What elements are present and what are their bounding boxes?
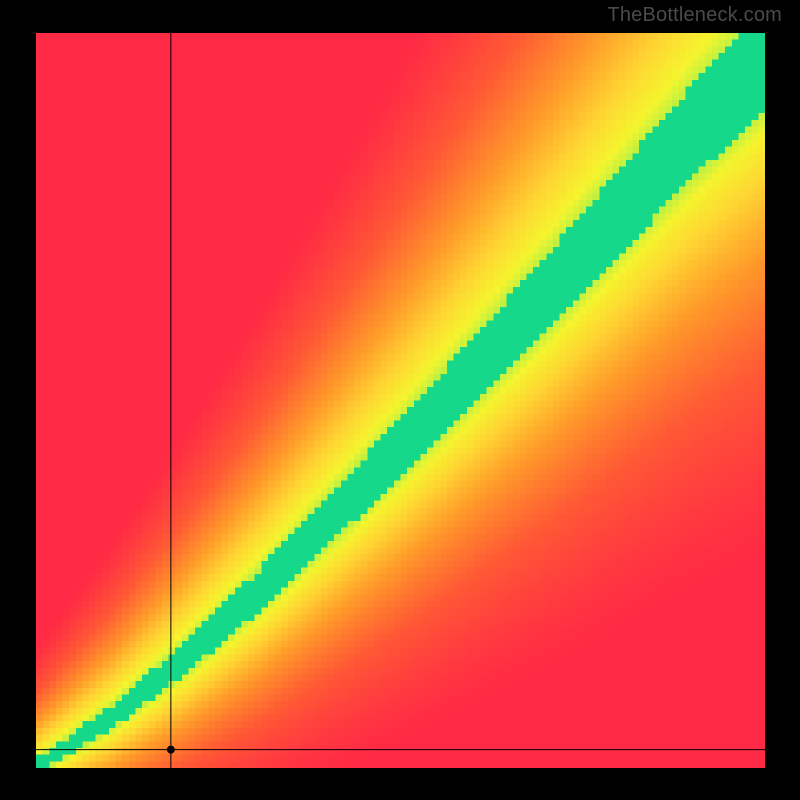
attribution-text: TheBottleneck.com — [607, 4, 782, 27]
bottleneck-heatmap — [36, 33, 765, 768]
